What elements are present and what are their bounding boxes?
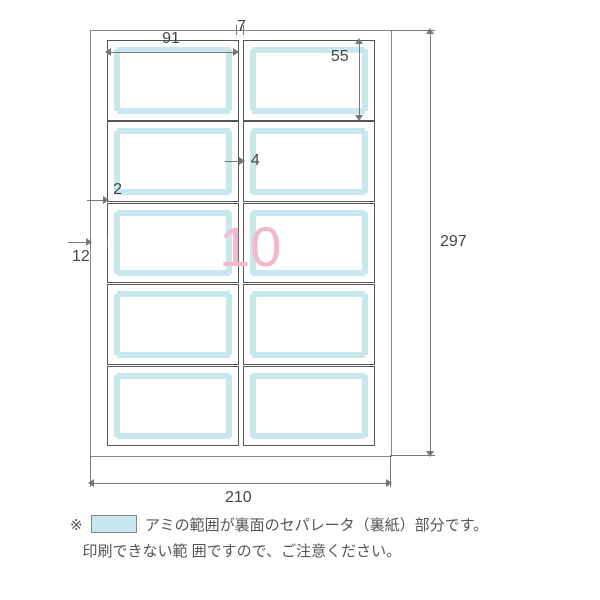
separator-bar (226, 49, 232, 111)
separator-bar (114, 294, 120, 356)
separator-bar (362, 131, 368, 193)
separator-bar (114, 375, 120, 437)
separator-bar (362, 294, 368, 356)
dim-label: 12 (72, 248, 90, 266)
separator-bar (362, 49, 368, 111)
note-line1: アミの範囲が裏面のセパレータ（裏紙）部分です。 (145, 517, 488, 534)
card (107, 366, 239, 447)
separator-bar (252, 373, 365, 379)
card (243, 366, 375, 447)
separator-bar (250, 294, 256, 356)
dim-label: 210 (225, 489, 252, 507)
separator-bar (362, 375, 368, 437)
note-line2: 印刷できない範 囲ですので、ご注意ください。 (83, 543, 402, 560)
dim-label: 7 (237, 18, 246, 36)
separator-bar (252, 352, 365, 358)
separator-bar (117, 128, 230, 134)
dim-label: 2 (113, 181, 122, 199)
separator-bar (362, 212, 368, 274)
separator-bar (117, 210, 230, 216)
separator-bar (252, 128, 365, 134)
separator-bar (250, 375, 256, 437)
separator-bar (117, 352, 230, 358)
separator-bar (117, 291, 230, 297)
card (107, 284, 239, 365)
card (107, 121, 239, 202)
separator-swatch (91, 515, 137, 533)
note-symbol: ※ (70, 517, 83, 534)
dim-label: 55 (331, 48, 349, 66)
dim-label: 91 (162, 30, 180, 48)
separator-bar (117, 373, 230, 379)
card-count: 10 (219, 214, 281, 279)
diagram-stage: 7 91 55 4 2 12 297 210 10 ※ アミの範囲が裏面のセパレータ（裏紙）部… (0, 0, 600, 600)
separator-bar (114, 212, 120, 274)
separator-bar (252, 189, 365, 195)
separator-bar (117, 108, 230, 114)
separator-bar (252, 291, 365, 297)
separator-bar (117, 189, 230, 195)
card (243, 121, 375, 202)
separator-bar (252, 108, 365, 114)
dim-label: 4 (251, 152, 260, 170)
footnote: ※ アミの範囲が裏面のセパレータ（裏紙）部分です。 印刷できない範 囲ですので、… (70, 513, 488, 564)
separator-bar (226, 375, 232, 437)
separator-bar (226, 294, 232, 356)
separator-bar (114, 49, 120, 111)
separator-bar (250, 49, 256, 111)
card (243, 40, 375, 121)
separator-bar (117, 270, 230, 276)
separator-bar (252, 433, 365, 439)
dim-label: 297 (440, 233, 467, 251)
separator-bar (117, 433, 230, 439)
card (243, 284, 375, 365)
